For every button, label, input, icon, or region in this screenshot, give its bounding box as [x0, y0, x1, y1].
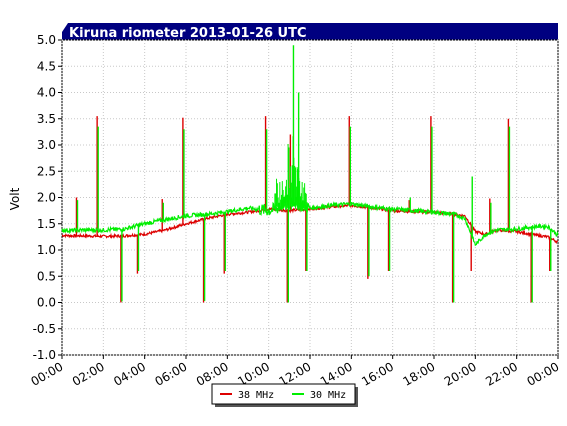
legend-box: [211, 383, 356, 405]
series-line-30mhz: [61, 194, 559, 247]
y-tick-label: 3.0: [37, 138, 56, 152]
y-tick-label: 1.0: [37, 243, 56, 257]
y-tick-label: 4.0: [37, 86, 56, 100]
y-tick-label: 0.5: [37, 269, 56, 283]
y-tick-label: -1.0: [33, 348, 56, 362]
y-tick-label: 0.0: [37, 296, 56, 310]
series-layer: [61, 45, 559, 303]
chart-title: Kiruna riometer 2013-01-26 UTC: [69, 26, 307, 41]
legend: 38 MHz 30 MHz: [211, 383, 358, 407]
y-tick-label: 2.5: [37, 164, 56, 178]
legend-label-38mhz: 38 MHz: [238, 390, 274, 401]
y-tick-label: 1.5: [37, 217, 56, 231]
y-tick-label: 4.5: [37, 59, 56, 73]
y-axis-ticks: 5.0 4.5 4.0 3.5 3.0 2.5 2.0 1.5 1.0 0.5 0.0 -0.5 -1.…: [33, 33, 62, 362]
series-line-38mhz: [61, 203, 559, 245]
legend-label-30mhz: 30 MHz: [310, 390, 346, 401]
y-axis-label: Volt: [8, 187, 22, 210]
plot-area: [61, 39, 559, 356]
y-tick-label: 2.0: [37, 191, 56, 205]
title-bar: [62, 23, 558, 40]
y-tick-label: 5.0: [37, 33, 56, 47]
y-tick-label: -0.5: [33, 322, 56, 336]
y-tick-label: 3.5: [37, 112, 56, 126]
